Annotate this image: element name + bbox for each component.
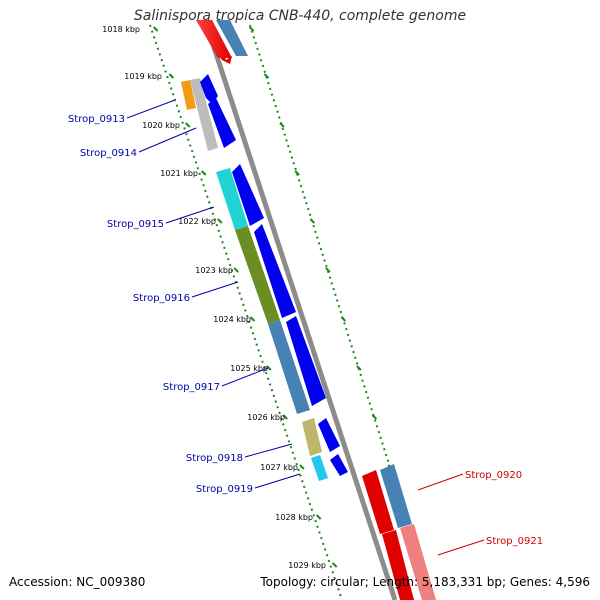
tick-labels: 1018 kbp 1019 kbp 1020 kbp 1021 kbp 1022 kbp… <box>102 25 326 570</box>
tick-label: 1022 kbp <box>178 217 216 226</box>
leader-line <box>191 281 239 298</box>
tick-label: 1024 kbp <box>213 315 251 324</box>
genome-summary: Topology: circular; Length: 5,183,331 bp… <box>260 575 590 589</box>
major-tick <box>249 316 256 322</box>
leader-line <box>165 206 215 224</box>
tick-label: 1025 kbp <box>230 364 268 373</box>
cds-strop-0917 <box>268 320 310 414</box>
gene-label-strop_0915[interactable]: Strop_0915 <box>107 219 164 230</box>
leader-line <box>254 473 301 489</box>
cds-right-red-2 <box>382 530 414 600</box>
major-tick <box>371 414 378 420</box>
tick-line-right <box>249 24 433 600</box>
leader-line <box>221 367 269 387</box>
cds-strop-0920 <box>380 464 412 528</box>
tick-label: 1019 kbp <box>124 72 162 81</box>
major-tick <box>356 365 362 371</box>
gene-top-blue-body <box>216 20 248 56</box>
backbone <box>202 19 398 600</box>
major-tick <box>299 464 305 470</box>
major-tick <box>266 365 272 371</box>
cds-strop-0915 <box>216 168 248 230</box>
major-tick <box>152 26 159 32</box>
gene-label-strop_0913[interactable]: Strop_0913 <box>68 114 125 125</box>
leader-line <box>126 99 176 119</box>
tick-label: 1018 kbp <box>102 25 140 34</box>
major-tick <box>315 514 322 520</box>
gene-label-strop_0918[interactable]: Strop_0918 <box>186 453 243 464</box>
major-tick <box>168 73 175 79</box>
tick-label: 1028 kbp <box>275 513 313 522</box>
gene-label-strop_0921[interactable]: Strop_0921 <box>486 536 543 547</box>
tick-label: 1023 kbp <box>195 266 233 275</box>
tick-label: 1020 kbp <box>142 121 180 130</box>
leader-line <box>138 127 197 153</box>
strand-arrow <box>232 164 264 226</box>
gene-label-strop_0917[interactable]: Strop_0917 <box>163 382 220 393</box>
cds-strop-0914 <box>190 78 218 151</box>
tick-label: 1029 kbp <box>288 561 326 570</box>
leader-line <box>244 443 293 458</box>
cds-strop-0913 <box>181 80 196 110</box>
major-tick <box>201 170 207 176</box>
strand-arrow <box>254 224 296 318</box>
leader-line <box>417 473 464 491</box>
tick-label: 1026 kbp <box>247 413 285 422</box>
leader-line <box>437 539 485 556</box>
tick-line-left <box>149 24 343 600</box>
tick-label: 1021 kbp <box>160 169 198 178</box>
strand-arrow <box>208 98 236 148</box>
cds-strop-0919 <box>311 455 328 481</box>
major-tick <box>263 73 270 79</box>
major-tick <box>331 562 338 568</box>
major-tick <box>340 316 347 322</box>
major-tick <box>309 218 316 224</box>
major-tick <box>233 267 239 273</box>
cds-strop-0918 <box>302 418 322 456</box>
strand-arrow <box>200 74 218 104</box>
gene-label-strop_0916[interactable]: Strop_0916 <box>133 293 190 304</box>
major-tick <box>325 267 331 273</box>
gene-top-red-body <box>196 20 232 58</box>
gene-label-strop_0914[interactable]: Strop_0914 <box>80 148 137 159</box>
strand-arrow <box>330 454 348 476</box>
tick-label: 1027 kbp <box>260 463 298 472</box>
cds-right-red <box>362 470 394 534</box>
major-tick <box>294 170 300 176</box>
strand-arrow <box>318 418 340 452</box>
accession-text: Accession: NC_009380 <box>9 575 146 589</box>
left-major-ticks <box>152 26 338 568</box>
page-title: Salinispora tropica CNB-440, complete ge… <box>133 8 467 24</box>
major-tick <box>248 26 255 32</box>
major-tick <box>282 414 288 420</box>
major-tick <box>185 122 191 128</box>
strand-arrow <box>286 316 326 406</box>
cds-strop-0916 <box>235 226 280 324</box>
gene-labels: Strop_0913 Strop_0914 Strop_0915 Strop_0916… <box>68 99 543 556</box>
gene-label-strop_0919[interactable]: Strop_0919 <box>196 484 253 495</box>
major-tick <box>279 122 285 128</box>
major-tick <box>217 218 223 224</box>
cds-strop-0921 <box>400 524 436 600</box>
gene-label-strop_0920[interactable]: Strop_0920 <box>465 470 522 481</box>
